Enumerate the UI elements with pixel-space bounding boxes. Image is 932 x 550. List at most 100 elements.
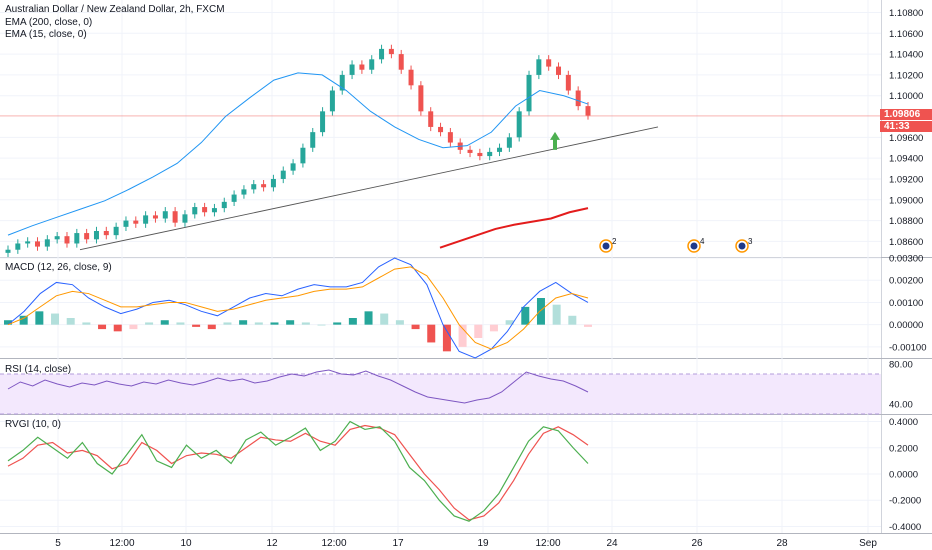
candle-body [506,137,512,148]
rvgi-signal-line [7,424,589,521]
axis-labels: 5 12:00 10 12 12:00 17 19 12:00 24 26 28 Sep1.10800… [55,8,926,549]
candle-body [369,59,375,70]
time-label: 12:00 [109,538,134,549]
macd-histogram-bar [427,324,436,343]
macd-histogram-bar [411,324,420,330]
price-tick-label: 1.10200 [889,70,923,81]
event-marker-flag [602,242,610,250]
macd-pane[interactable] [4,257,592,359]
macd-histogram-bar [364,311,373,325]
candle-body [565,74,571,91]
macd-histogram-bar [160,320,169,325]
macd-histogram-bar [458,324,467,347]
macd-histogram-bar [536,298,545,325]
macd-histogram-bar [129,324,138,330]
candle-body [172,211,178,223]
candle-body [526,74,532,112]
candle-body [329,90,335,112]
candle-body [270,178,276,188]
candle-body [379,48,385,60]
candle-body [320,111,326,133]
macd-histogram-bar [98,324,107,330]
rsi-title[interactable]: RSI (14, close) [5,364,72,375]
time-label: 5 [55,538,61,549]
candle-body [133,220,139,224]
rsi-pane[interactable] [0,369,881,415]
rvgi-title[interactable]: RVGI (10, 0) [5,419,61,430]
event-marker-icon[interactable]: 2 [599,237,617,253]
macd-histogram-bar [254,322,263,325]
ema15-legend[interactable]: EMA (15, close, 0) [5,29,87,40]
price-pane[interactable]: 2 4 3 [0,44,881,257]
event-marker-icon[interactable]: 3 [735,237,753,253]
macd-histogram-bar [474,324,483,338]
macd-histogram-bar [521,306,530,325]
candle-body [44,239,50,247]
macd-histogram-bar [51,313,60,325]
macd-histogram-bar [176,322,185,325]
macd-histogram-bar [239,320,248,325]
rsi-line [7,369,589,404]
macd-histogram-bar [207,324,216,330]
ema200-legend[interactable]: EMA (200, close, 0) [5,17,93,28]
event-marker-count: 3 [748,237,753,246]
rvgi-tick-label: -0.2000 [889,496,921,507]
candle-body [25,241,31,244]
price-tick-label: 1.10000 [889,91,923,102]
candle-body [339,74,345,91]
candle-body [74,233,80,244]
event-marker-flag [738,242,746,250]
rsi-tick-label: 80.00 [889,360,913,371]
buy-arrow-icon [550,131,560,150]
candle-body [418,85,424,112]
time-label: 19 [477,538,489,549]
macd-tick-label: 0.00100 [889,298,923,309]
macd-histogram-bar [333,322,342,325]
rvgi-line [7,420,589,522]
candle-body [447,132,453,143]
macd-tick-label: 0.00300 [889,254,923,265]
ema200-line [439,207,589,249]
price-tick-label: 1.09400 [889,154,923,165]
time-label: 24 [606,538,618,549]
macd-histogram-bar [552,304,561,325]
macd-histogram-bar [380,313,389,325]
candle-body [34,241,40,247]
candle-body [221,201,227,209]
time-label: 12:00 [535,538,560,549]
last-price-tag: 1.09806 [880,109,932,120]
event-marker-count: 4 [700,237,705,246]
rvgi-pane[interactable] [7,420,589,522]
macd-histogram-bar [113,324,122,332]
candle-body [64,236,70,244]
candle-body [438,126,444,133]
candle-body [388,48,394,55]
macd-signal-line [7,266,589,350]
candle-body [487,151,493,157]
candle-body [15,243,21,250]
macd-title[interactable]: MACD (12, 26, close, 9) [5,262,112,273]
candle-body [290,163,296,171]
price-tick-label: 1.10600 [889,29,923,40]
candle-body [310,132,316,148]
macd-histogram-bar [145,322,154,325]
price-tick-label: 1.09600 [889,133,923,144]
candle-body [211,208,217,213]
candle-body [300,147,306,164]
macd-histogram-bar [395,320,404,325]
candle-body [477,152,483,157]
macd-histogram-bar [301,322,310,325]
macd-histogram-bar [270,322,279,325]
candle-body [497,147,503,152]
macd-tick-label: 0.00000 [889,320,923,331]
macd-histogram-bar [584,324,592,327]
candle-body [585,106,591,116]
time-label: 12:00 [321,538,346,549]
macd-histogram-bar [317,324,326,326]
event-marker-icon[interactable]: 4 [687,237,705,253]
macd-histogram-bar [568,315,577,325]
macd-line [7,257,589,359]
candle-body [231,194,237,202]
candle-body [408,69,414,86]
